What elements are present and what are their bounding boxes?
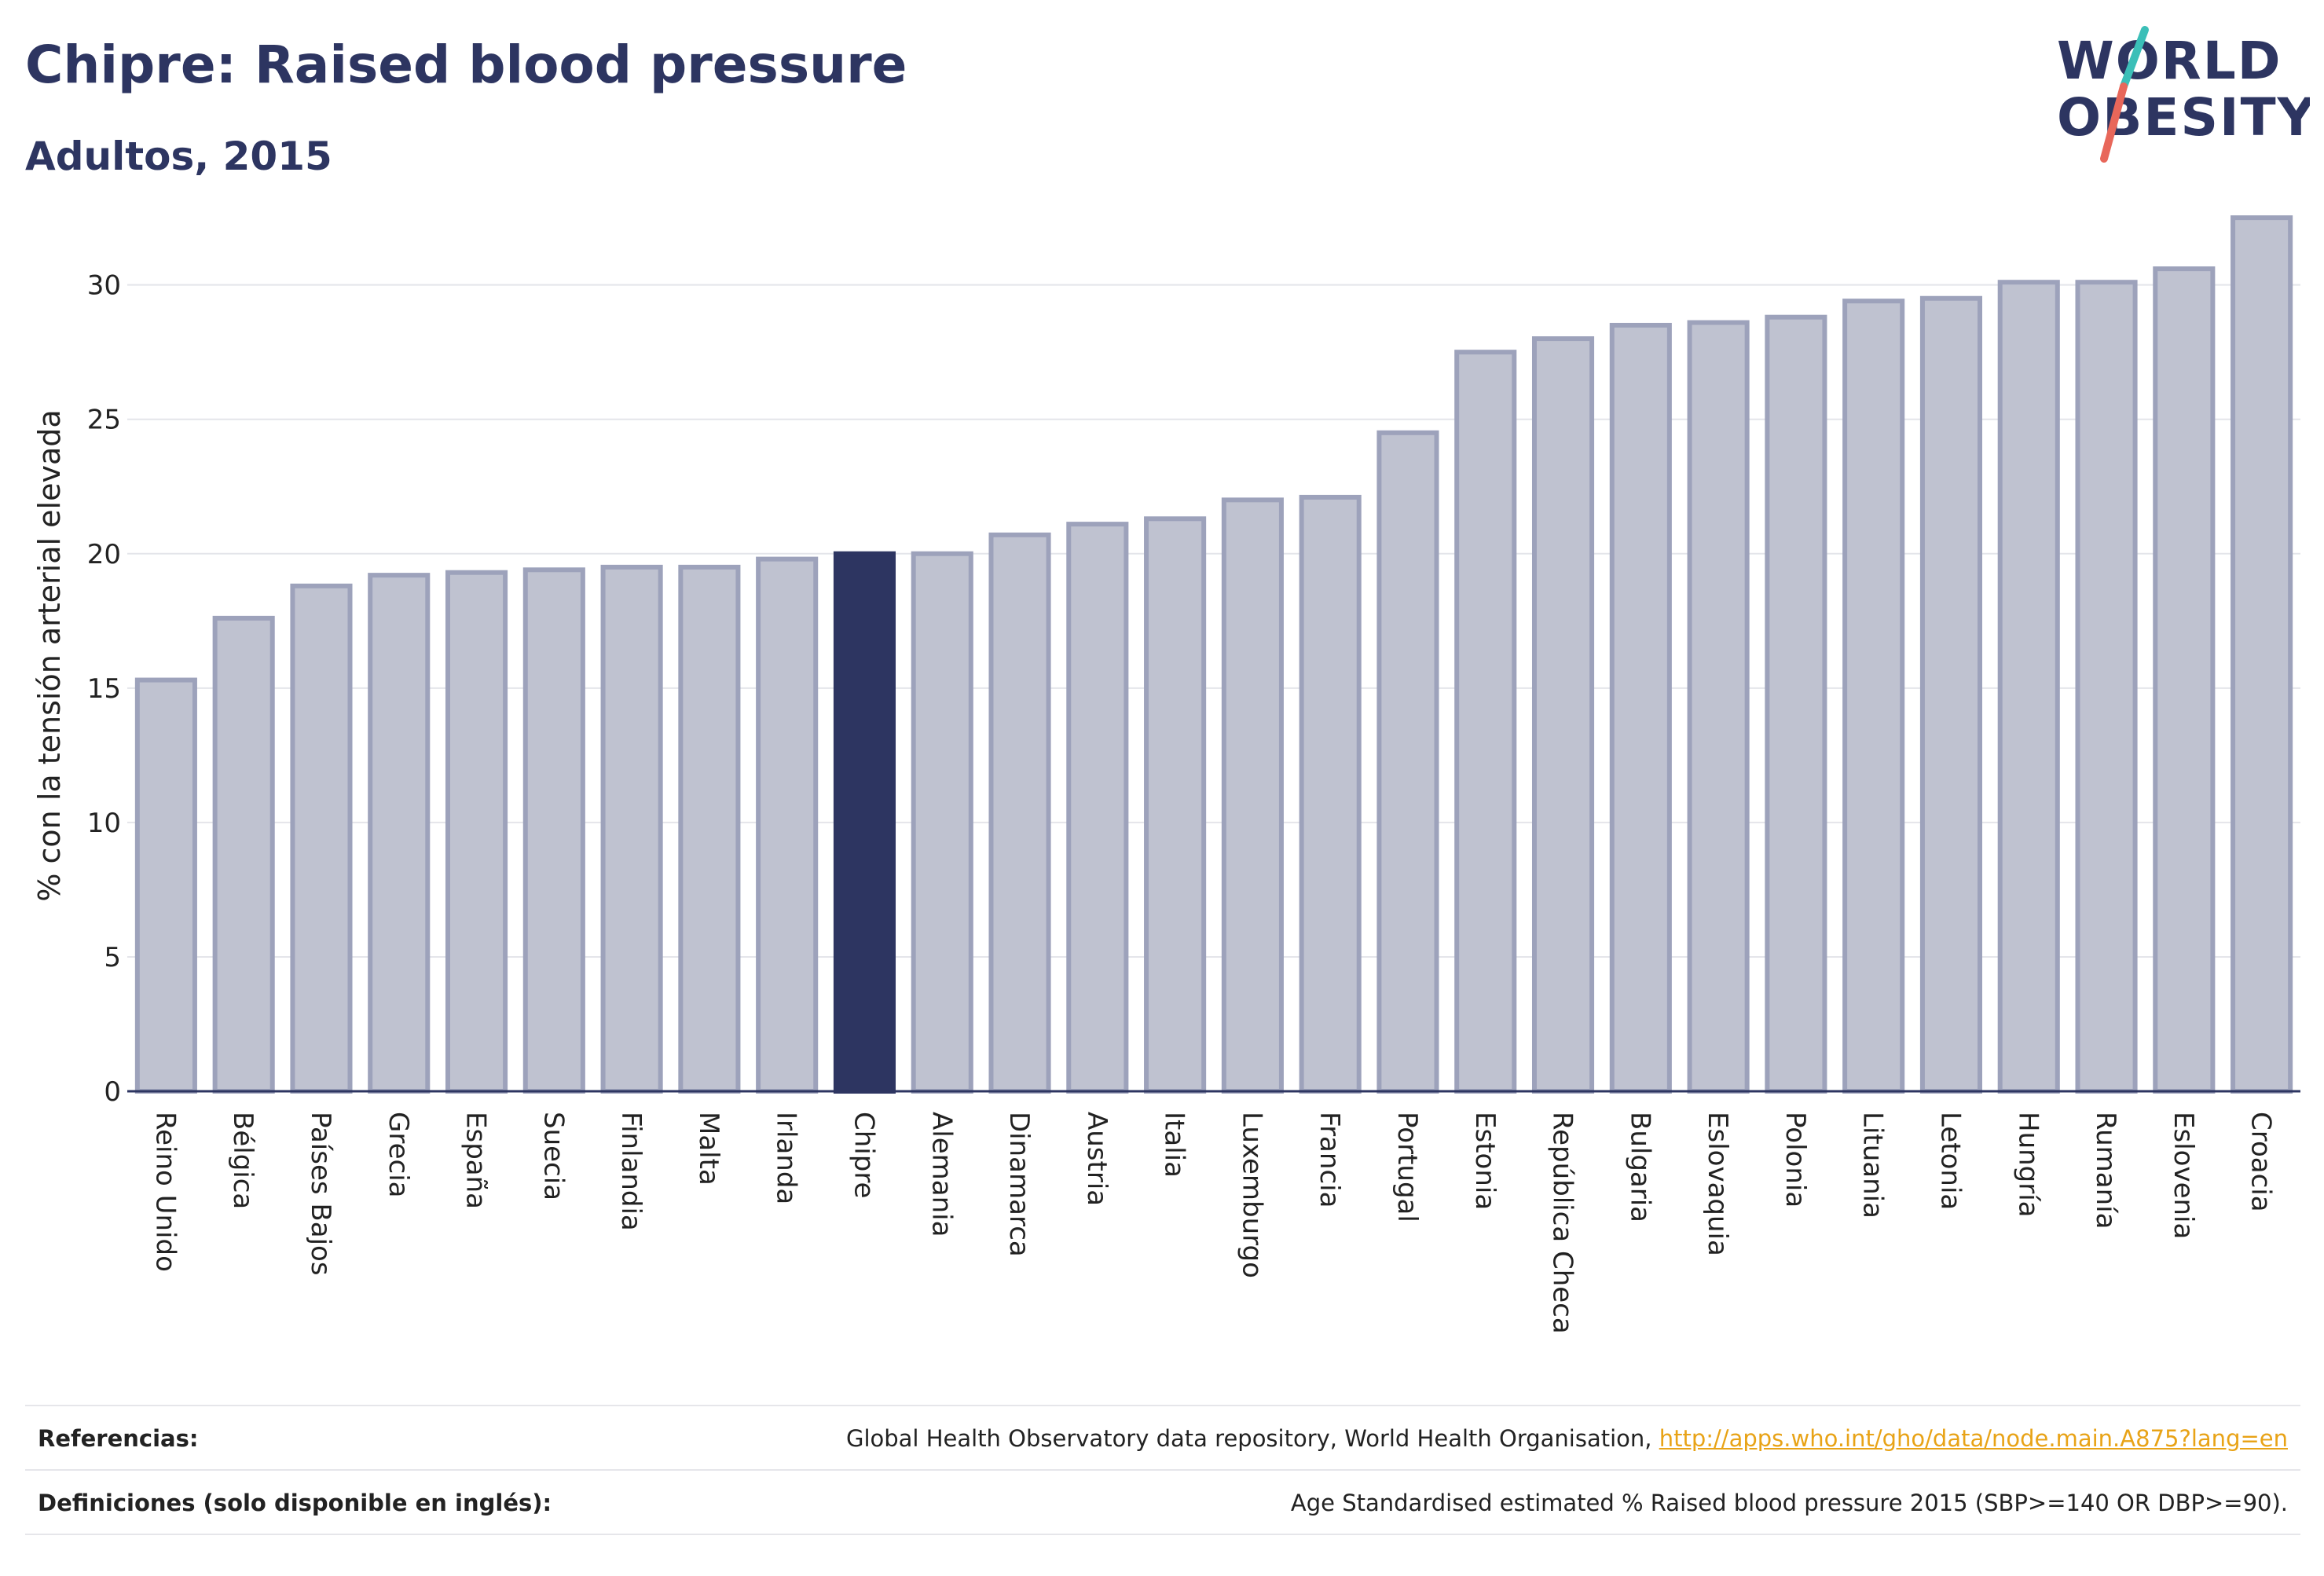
x-tick-label: Hungría [2012, 1112, 2044, 1218]
bar [522, 567, 585, 1094]
bar [368, 573, 431, 1094]
references-value: Global Health Observatory data repositor… [846, 1425, 2300, 1452]
x-tick-label: Luxemburgo [1236, 1112, 1267, 1278]
bar [1454, 350, 1517, 1094]
y-tick-label: 5 [104, 942, 121, 973]
y-axis-label: % con la tensión arterial elevada [32, 409, 67, 901]
references-label: Referencias: [38, 1425, 199, 1452]
x-tick-label: Reino Unido [149, 1112, 181, 1272]
bar [1609, 322, 1672, 1094]
x-tick-label: Polonia [1780, 1112, 1811, 1208]
x-tick-label: Finlandia [615, 1112, 647, 1231]
y-tick-label: 30 [87, 270, 121, 302]
logo-slash-bottom [2100, 82, 2128, 163]
x-tick-label: Irlanda [771, 1112, 802, 1204]
x-tick-label: Austria [1081, 1112, 1113, 1206]
x-tick-label: Bélgica [227, 1112, 258, 1209]
x-tick-label: Portugal [1391, 1112, 1423, 1222]
bar [988, 532, 1051, 1094]
x-tick-label: España [460, 1112, 492, 1209]
bar [911, 551, 973, 1094]
references-row: Referencias: Global Health Observatory d… [25, 1405, 2300, 1471]
bar [1144, 516, 1207, 1094]
bar-chart: 0 5 10 15 20 25 30 Reino Unido Bélgica Países Ba… [32, 215, 2300, 1334]
y-tick-label: 0 [104, 1076, 121, 1108]
chart-subtitle: Adultos, 2015 [25, 134, 332, 179]
bar [1066, 522, 1129, 1094]
y-tick-label: 25 [87, 405, 121, 436]
bar [445, 570, 508, 1094]
bar [756, 556, 819, 1094]
logo-word-obesity: OBESITY [2057, 87, 2310, 148]
x-tick-label: Dinamarca [1003, 1112, 1035, 1257]
logo-word-world: WORLD [2057, 31, 2282, 91]
x-tick-label: Estonia [1469, 1112, 1501, 1210]
x-tick-labels: Reino Unido Bélgica Países Bajos Grecia Espa… [149, 1112, 2276, 1334]
x-tick-label: Chipre [848, 1112, 879, 1198]
bar [2153, 266, 2216, 1094]
x-tick-label: Eslovenia [2168, 1112, 2199, 1239]
bar [1997, 280, 2060, 1094]
x-tick-label: República Checa [1547, 1112, 1578, 1334]
bar [1842, 299, 1905, 1094]
x-tick-label: Lituania [1857, 1112, 1889, 1219]
y-tick-label: 20 [87, 539, 121, 570]
x-tick-label: Francia [1314, 1112, 1345, 1208]
x-tick-label: Alemania [926, 1112, 957, 1237]
bar [290, 583, 353, 1094]
bar [1919, 295, 1983, 1094]
bar [134, 677, 197, 1094]
references-text: Global Health Observatory data repositor… [845, 1425, 1659, 1452]
bar [678, 564, 741, 1094]
chart-title: Chipre: Raised blood pressure [25, 35, 907, 95]
definitions-label: Definiciones (solo disponible en inglés)… [38, 1490, 552, 1516]
bar [1376, 430, 1439, 1094]
y-tick-labels: 0 5 10 15 20 25 30 [87, 270, 121, 1108]
bar [1221, 497, 1284, 1094]
bar [2231, 215, 2293, 1094]
x-tick-label: Letonia [1934, 1112, 1966, 1210]
x-tick-label: Suecia [537, 1112, 569, 1200]
footer-divider [25, 1534, 2300, 1535]
bar [1299, 494, 1362, 1094]
y-tick-label: 15 [87, 673, 121, 705]
bars [134, 215, 2293, 1094]
x-tick-label: Grecia [383, 1112, 414, 1197]
bar [212, 615, 275, 1094]
definitions-row: Definiciones (solo disponible en inglés)… [25, 1469, 2300, 1535]
x-tick-label: Bulgaria [1624, 1112, 1655, 1222]
x-tick-label: Eslovaquia [1702, 1112, 1733, 1256]
bar [1531, 336, 1595, 1094]
y-tick-label: 10 [87, 808, 121, 839]
bar [833, 551, 896, 1094]
x-tick-label: Rumanía [2090, 1112, 2121, 1229]
bar [1687, 320, 1750, 1094]
bar [1765, 314, 1827, 1094]
definitions-text: Age Standardised estimated % Raised bloo… [1290, 1490, 2288, 1516]
x-tick-label: Croacia [2245, 1112, 2277, 1212]
world-obesity-logo: WORLD OBESITY [2057, 26, 2310, 163]
x-tick-label: Italia [1159, 1112, 1190, 1178]
logo-slash-top [2120, 26, 2149, 90]
bar [600, 564, 663, 1094]
x-tick-label: Malta [693, 1112, 724, 1186]
x-tick-label: Países Bajos [305, 1112, 336, 1276]
references-link[interactable]: http://apps.who.int/gho/data/node.main.A… [1659, 1425, 2288, 1452]
bar [2075, 280, 2138, 1094]
